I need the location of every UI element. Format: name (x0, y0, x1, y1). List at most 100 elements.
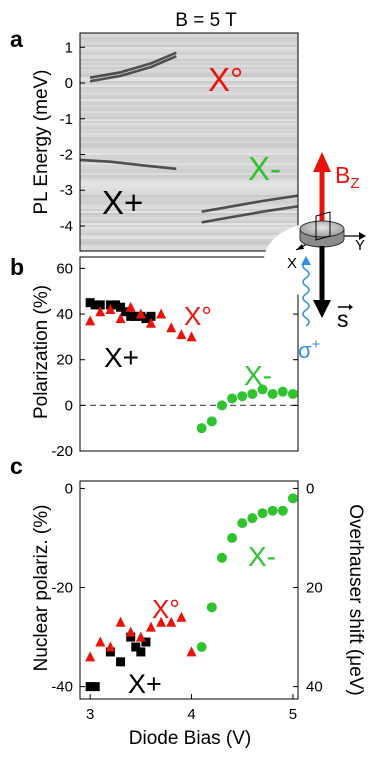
point-xplus (85, 682, 95, 692)
point-xminus (237, 391, 248, 402)
point-xzero (105, 641, 116, 652)
noise-row (80, 177, 298, 179)
series-label: X° (184, 301, 212, 331)
noise-row (80, 157, 298, 159)
panel-a-spectral-lines (79, 51, 299, 224)
noise-row (80, 73, 298, 75)
point-xplus (136, 647, 146, 657)
series-label: X° (208, 61, 243, 98)
noise-row (80, 71, 298, 73)
noise-row (80, 39, 298, 41)
spectral-line (79, 158, 177, 171)
panel-letter-b: b (10, 254, 24, 280)
noise-row (80, 55, 298, 57)
point-xplus (131, 311, 141, 321)
noise-row (80, 53, 298, 55)
noise-row (80, 219, 298, 221)
noise-row (80, 243, 298, 245)
noise-row (80, 175, 298, 177)
y-axis-label-inset: Y (355, 237, 365, 254)
noise-row (80, 41, 298, 43)
point-xminus (216, 552, 227, 563)
ytick-label: -3 (60, 182, 73, 199)
point-xzero (176, 611, 187, 622)
noise-row (80, 163, 298, 165)
point-xzero (145, 317, 156, 328)
noise-row (80, 119, 298, 121)
point-xminus (247, 388, 258, 399)
noise-row (80, 47, 298, 49)
noise-row (80, 191, 298, 193)
noise-row (80, 141, 298, 143)
panel-a: 1 0 -1 -2 -3 -4 X° X- X+ PL Energy (meV) (31, 32, 299, 252)
noise-row (80, 93, 298, 95)
point-xminus (227, 532, 238, 543)
xtick-label: 5 (289, 706, 297, 723)
point-xplus (116, 302, 126, 312)
spectral-line (89, 55, 177, 83)
ytick-label: -20 (51, 443, 73, 460)
noise-row (80, 61, 298, 63)
noise-row (80, 67, 298, 69)
noise-row (80, 165, 298, 167)
point-xzero (115, 616, 126, 627)
point-xplus (121, 307, 131, 317)
noise-row (80, 49, 298, 51)
point-xzero (95, 636, 106, 647)
noise-row (80, 111, 298, 113)
noise-row (80, 97, 298, 99)
y2tick-label: 0 (306, 480, 314, 497)
point-xminus (287, 388, 298, 399)
noise-row (80, 115, 298, 117)
noise-row (80, 83, 298, 85)
noise-row (80, 235, 298, 237)
x-axis-arrow-head (296, 244, 304, 250)
point-xzero (85, 315, 96, 326)
point-xplus (90, 682, 100, 692)
ytick-label: -20 (51, 580, 73, 597)
sigma-photon-wave (302, 261, 310, 327)
ytick-label: -1 (60, 111, 73, 128)
point-xminus (257, 508, 268, 519)
point-xminus (206, 602, 217, 613)
series-label: X° (152, 594, 180, 624)
noise-row (80, 103, 298, 105)
s-vector-head (349, 304, 353, 310)
panel-b-yticks: 60 40 20 0 -20 (51, 260, 298, 460)
series-label: X+ (104, 342, 139, 373)
panel-c-xticks: 3 4 5 (86, 694, 297, 723)
noise-row (80, 59, 298, 61)
point-xzero (186, 646, 197, 657)
noise-row (80, 213, 298, 215)
noise-row (80, 187, 298, 189)
noise-row (80, 147, 298, 149)
panel-a-ylabel: PL Energy (meV) (31, 69, 52, 214)
noise-row (80, 101, 298, 103)
noise-row (80, 69, 298, 71)
noise-row (80, 227, 298, 229)
noise-row (80, 169, 298, 171)
noise-row (80, 205, 298, 207)
point-xminus (227, 393, 238, 404)
noise-row (80, 249, 298, 251)
noise-row (80, 105, 298, 107)
noise-row (80, 183, 298, 185)
noise-row (80, 181, 298, 183)
s-arrow-head (313, 300, 331, 318)
point-xplus (110, 300, 120, 310)
noise-row (80, 247, 298, 249)
noise-row (80, 145, 298, 147)
point-xzero (145, 621, 156, 632)
point-xminus (267, 388, 278, 399)
noise-row (80, 113, 298, 115)
noise-row (80, 173, 298, 175)
point-xplus (95, 300, 105, 310)
frame-plane (315, 211, 331, 241)
noise-row (80, 79, 298, 81)
noise-row (80, 33, 298, 35)
noise-row (80, 207, 298, 209)
noise-row (80, 241, 298, 243)
disk-top (299, 220, 345, 238)
ytick-label: 0 (65, 397, 73, 414)
point-xplus (131, 642, 141, 652)
